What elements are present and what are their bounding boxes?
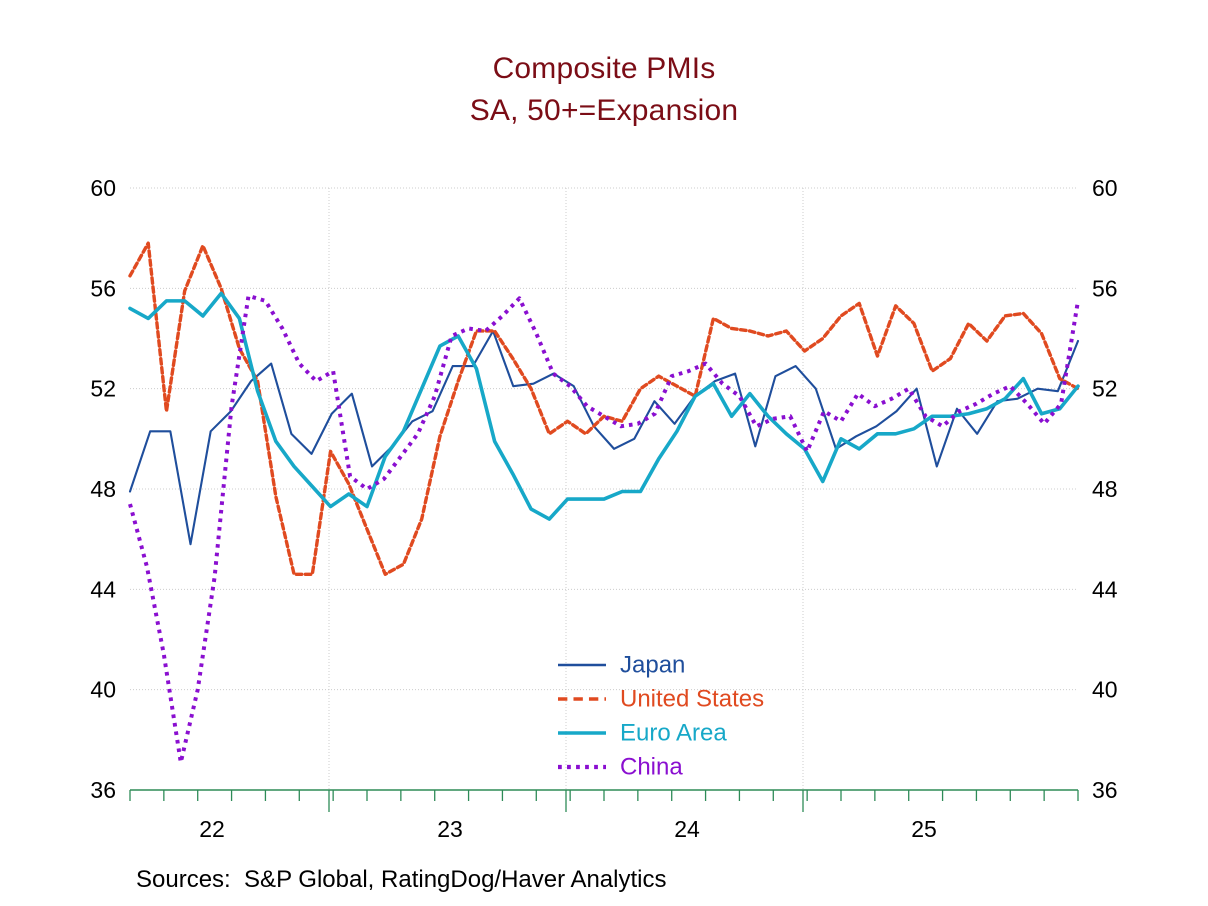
series-line-japan	[128, 329, 1080, 546]
gridlines	[130, 187, 1078, 790]
y-tick-label: 48	[90, 476, 116, 502]
y-tick-label: 40	[90, 677, 116, 703]
legend-label-euro-area: Euro Area	[620, 719, 727, 746]
chart-title: Composite PMIs SA, 50+=Expansion	[0, 48, 1208, 132]
y-tick-label: 36	[90, 777, 116, 803]
y-axis-labels-right: 36 40 44 48 52 56 60	[1092, 175, 1118, 803]
series-lines	[128, 241, 1080, 765]
y-tick-label-right: 48	[1092, 476, 1118, 502]
chart-title-line-1: Composite PMIs	[492, 52, 716, 85]
chart-legend: Japan United States Euro Area China	[558, 651, 764, 780]
y-tick-label: 60	[90, 175, 116, 201]
y-tick-label: 44	[90, 576, 116, 602]
legend-label-japan: Japan	[620, 651, 685, 678]
x-tick-label: 22	[199, 816, 225, 842]
y-tick-label-right: 60	[1092, 175, 1118, 201]
y-axis-labels-left: 36 40 44 48 52 56 60	[90, 175, 116, 803]
x-tick-label: 23	[437, 816, 463, 842]
x-tick-label: 25	[911, 816, 937, 842]
y-tick-label: 56	[90, 275, 116, 301]
series-line-china	[128, 293, 1080, 765]
axis-ticks	[129, 789, 1079, 812]
y-tick-label-right: 52	[1092, 376, 1118, 402]
y-tick-label-right: 36	[1092, 777, 1118, 803]
chart-title-line-2: SA, 50+=Expansion	[469, 94, 739, 127]
source-note: Sources: S&P Global, RatingDog/Haver Ana…	[136, 866, 667, 893]
y-tick-label-right: 44	[1092, 576, 1118, 602]
x-tick-label: 24	[674, 816, 700, 842]
y-tick-label: 52	[90, 376, 116, 402]
series-line-euro-area	[128, 291, 1080, 521]
x-axis-labels: 22 23 24 25	[199, 816, 937, 842]
y-tick-label-right: 40	[1092, 677, 1118, 703]
legend-label-united-states: United States	[620, 685, 764, 712]
series-line-united-states	[128, 241, 1080, 576]
y-tick-label-right: 56	[1092, 275, 1118, 301]
legend-label-china: China	[620, 753, 683, 780]
